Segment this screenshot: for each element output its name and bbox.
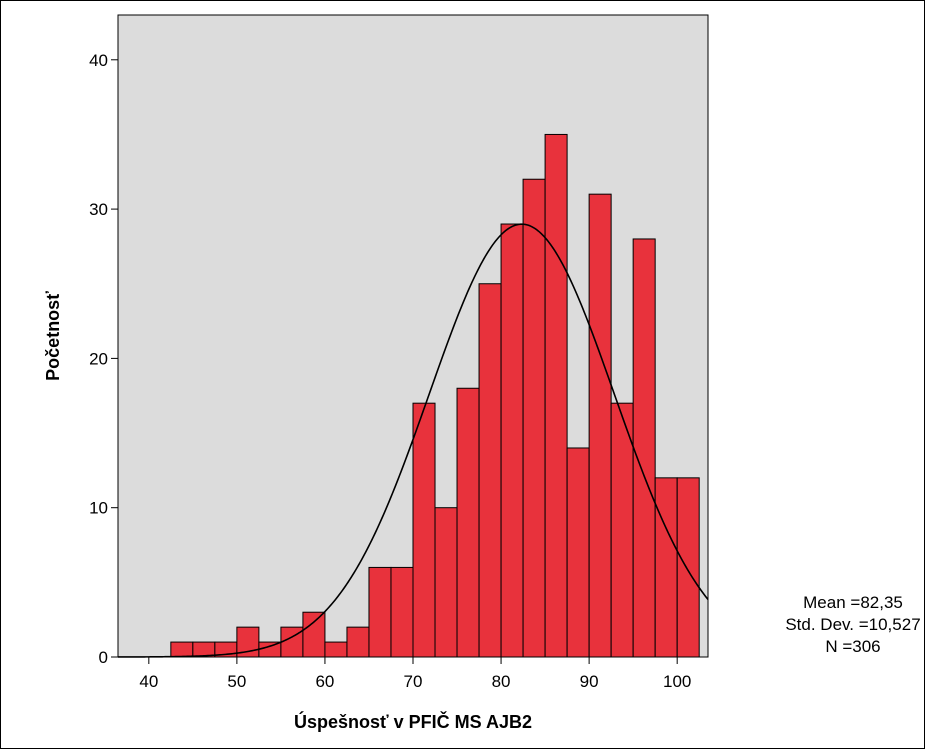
y-tick-label: 40 — [89, 51, 108, 70]
stats-std-dev: Std. Dev. =10,527 — [785, 615, 920, 634]
histogram-bar — [170, 641, 194, 658]
histogram-bar — [368, 566, 392, 658]
bars-group — [170, 133, 700, 658]
stats-n: N =306 — [825, 637, 880, 656]
histogram-bar — [522, 178, 546, 658]
histogram-bar — [544, 133, 568, 658]
histogram-bar — [566, 447, 590, 658]
x-axis-title: Úspešnosť v PFIČ MS AJB2 — [294, 711, 532, 732]
histogram-bar — [456, 387, 480, 658]
y-axis-title: Početnosť — [43, 291, 63, 381]
histogram-bar — [500, 223, 524, 658]
y-axis: 0 10 20 30 40 — [89, 51, 118, 667]
x-tick-label: 40 — [139, 672, 158, 691]
x-tick-label: 90 — [580, 672, 599, 691]
histogram-bar — [434, 507, 458, 658]
histogram-bar — [654, 477, 678, 658]
x-tick-label: 60 — [315, 672, 334, 691]
histogram-bar — [412, 402, 436, 658]
histogram-bar — [676, 477, 700, 658]
histogram-bar — [632, 238, 656, 658]
stats-mean: Mean =82,35 — [803, 593, 903, 612]
y-tick-label: 20 — [89, 349, 108, 368]
y-tick-label: 30 — [89, 200, 108, 219]
x-axis: 40 50 60 70 80 90 100 — [139, 657, 691, 691]
histogram-bar — [324, 641, 348, 658]
stats-box: Mean =82,35 Std. Dev. =10,527 N =306 — [785, 593, 920, 656]
x-tick-label: 100 — [663, 672, 691, 691]
y-tick-label: 10 — [89, 499, 108, 518]
x-tick-label: 70 — [404, 672, 423, 691]
histogram-bar — [390, 566, 414, 658]
histogram-bar — [302, 611, 326, 658]
histogram-bar — [610, 402, 634, 658]
histogram-bar — [588, 193, 612, 658]
histogram-bar — [346, 626, 370, 658]
x-tick-label: 50 — [227, 672, 246, 691]
x-tick-label: 80 — [492, 672, 511, 691]
histogram-bar — [478, 283, 502, 658]
normal-curve — [117, 223, 709, 658]
y-tick-label: 0 — [99, 648, 108, 667]
